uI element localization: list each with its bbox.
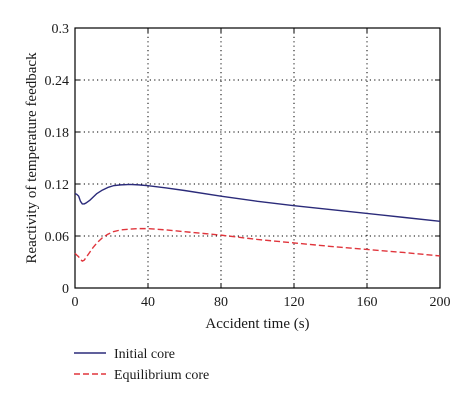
ticks: 0 40 80 120 160 200 0 0.06 0.12 0.18 0.24 0.3 — [45, 22, 451, 310]
x-tick-label: 160 — [357, 295, 378, 310]
series-line-initial-core — [74, 183, 441, 222]
plot-frame — [74, 27, 441, 289]
series-line-equilibrium-core — [74, 227, 441, 262]
y-tick-label: 0.24 — [45, 74, 70, 89]
legend-label-equilibrium-core: Equilibrium core — [114, 368, 209, 383]
x-tick-label: 120 — [284, 295, 305, 310]
x-tick-label: 80 — [214, 295, 228, 310]
x-tick-label: 0 — [72, 295, 79, 310]
y-tick-label: 0.3 — [52, 22, 70, 37]
y-axis-title: Reactivity of temperature feedback — [24, 52, 40, 264]
series-layer — [74, 183, 441, 262]
y-tick-label: 0.12 — [45, 178, 70, 193]
x-tick-label: 40 — [141, 295, 155, 310]
legend: Initial core Equilibrium core — [74, 347, 209, 383]
x-tick-label: 200 — [430, 295, 451, 310]
grid — [75, 28, 440, 288]
x-axis-title: Accident time (s) — [205, 316, 309, 332]
y-tick-label: 0.06 — [45, 230, 70, 245]
legend-label-initial-core: Initial core — [114, 347, 175, 362]
y-tick-label: 0 — [62, 282, 69, 297]
y-tick-label: 0.18 — [45, 126, 70, 141]
